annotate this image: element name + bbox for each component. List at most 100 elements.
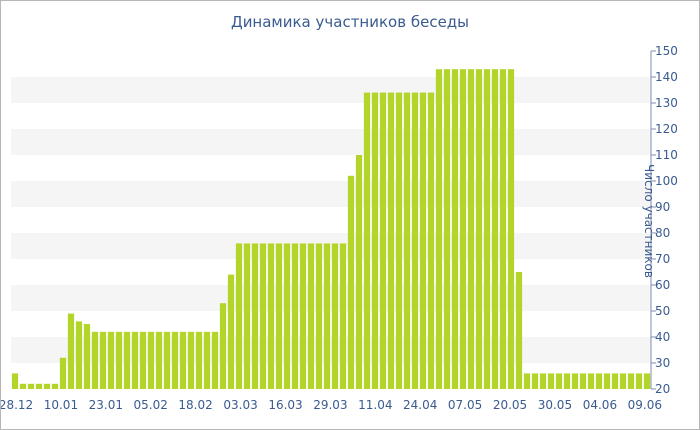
bar <box>203 331 211 389</box>
bar <box>147 331 155 389</box>
bar <box>579 373 587 389</box>
bar <box>491 69 499 389</box>
y-tick-label: 50 <box>655 304 670 318</box>
y-tick-label: 100 <box>655 174 678 188</box>
bar <box>387 92 395 389</box>
bar <box>83 324 91 389</box>
bar <box>235 243 243 389</box>
x-tick-label: 18.02 <box>178 398 212 412</box>
bar <box>43 383 51 389</box>
grid-band <box>11 285 651 311</box>
bar <box>347 175 355 389</box>
bar <box>523 373 531 389</box>
x-tick-label: 10.01 <box>44 398 78 412</box>
bar <box>67 313 75 389</box>
bar <box>355 155 363 389</box>
bar <box>603 373 611 389</box>
y-tick-label: 80 <box>655 226 670 240</box>
bar <box>459 69 467 389</box>
bar <box>315 243 323 389</box>
bar <box>339 243 347 389</box>
bar <box>219 303 227 389</box>
bar <box>427 92 435 389</box>
x-tick-label: 29.03 <box>313 398 347 412</box>
bar <box>403 92 411 389</box>
bar <box>611 373 619 389</box>
y-tick-label: 30 <box>655 356 670 370</box>
bar <box>139 331 147 389</box>
x-tick-label: 11.04 <box>358 398 392 412</box>
bar <box>267 243 275 389</box>
bar <box>291 243 299 389</box>
x-tick-label: 07.05 <box>448 398 482 412</box>
bar <box>515 272 523 389</box>
x-tick-label: 03.03 <box>223 398 257 412</box>
bar <box>307 243 315 389</box>
grid-band <box>11 337 651 363</box>
bar <box>435 69 443 389</box>
bar <box>363 92 371 389</box>
bar <box>163 331 171 389</box>
chart-title: Динамика участников беседы <box>230 13 470 31</box>
grid-band <box>11 181 651 207</box>
bar <box>419 92 427 389</box>
bar <box>211 331 219 389</box>
bar <box>155 331 163 389</box>
x-tick-label: 28.12 <box>1 398 33 412</box>
bar <box>587 373 595 389</box>
bar <box>547 373 555 389</box>
y-tick-label: 150 <box>655 44 678 58</box>
bar <box>11 373 19 389</box>
bar <box>259 243 267 389</box>
y-tick-label: 70 <box>655 252 670 266</box>
bar <box>627 373 635 389</box>
bar <box>115 331 123 389</box>
x-tick-label: 30.05 <box>538 398 572 412</box>
bar <box>51 383 59 389</box>
x-tick-label: 04.06 <box>583 398 617 412</box>
bar <box>251 243 259 389</box>
grid-band <box>11 77 651 103</box>
bar <box>595 373 603 389</box>
bar <box>171 331 179 389</box>
bar <box>107 331 115 389</box>
x-tick-label: 24.04 <box>403 398 437 412</box>
bar <box>243 243 251 389</box>
x-tick-label: 05.02 <box>134 398 168 412</box>
bar <box>371 92 379 389</box>
bar <box>323 243 331 389</box>
x-tick-label: 09.06 <box>628 398 662 412</box>
bar <box>299 243 307 389</box>
bar <box>179 331 187 389</box>
bar <box>643 373 651 389</box>
bar <box>563 373 571 389</box>
y-axis-title: Число участников <box>642 164 656 278</box>
y-tick-label: 120 <box>655 122 678 136</box>
bar <box>619 373 627 389</box>
bar <box>227 274 235 389</box>
bar <box>19 383 27 389</box>
bar <box>59 357 67 389</box>
bar <box>411 92 419 389</box>
bar <box>467 69 475 389</box>
bar <box>635 373 643 389</box>
bar <box>275 243 283 389</box>
x-tick-label: 16.03 <box>268 398 302 412</box>
x-tick-label: 20.05 <box>493 398 527 412</box>
y-tick-label: 40 <box>655 330 670 344</box>
x-tick-label: 23.01 <box>89 398 123 412</box>
bar <box>131 331 139 389</box>
bar <box>571 373 579 389</box>
bar <box>539 373 547 389</box>
bar <box>331 243 339 389</box>
grid-band <box>11 129 651 155</box>
bar <box>483 69 491 389</box>
bar <box>123 331 131 389</box>
bar <box>283 243 291 389</box>
bar <box>443 69 451 389</box>
bar <box>91 331 99 389</box>
bar <box>75 321 83 389</box>
bar <box>499 69 507 389</box>
